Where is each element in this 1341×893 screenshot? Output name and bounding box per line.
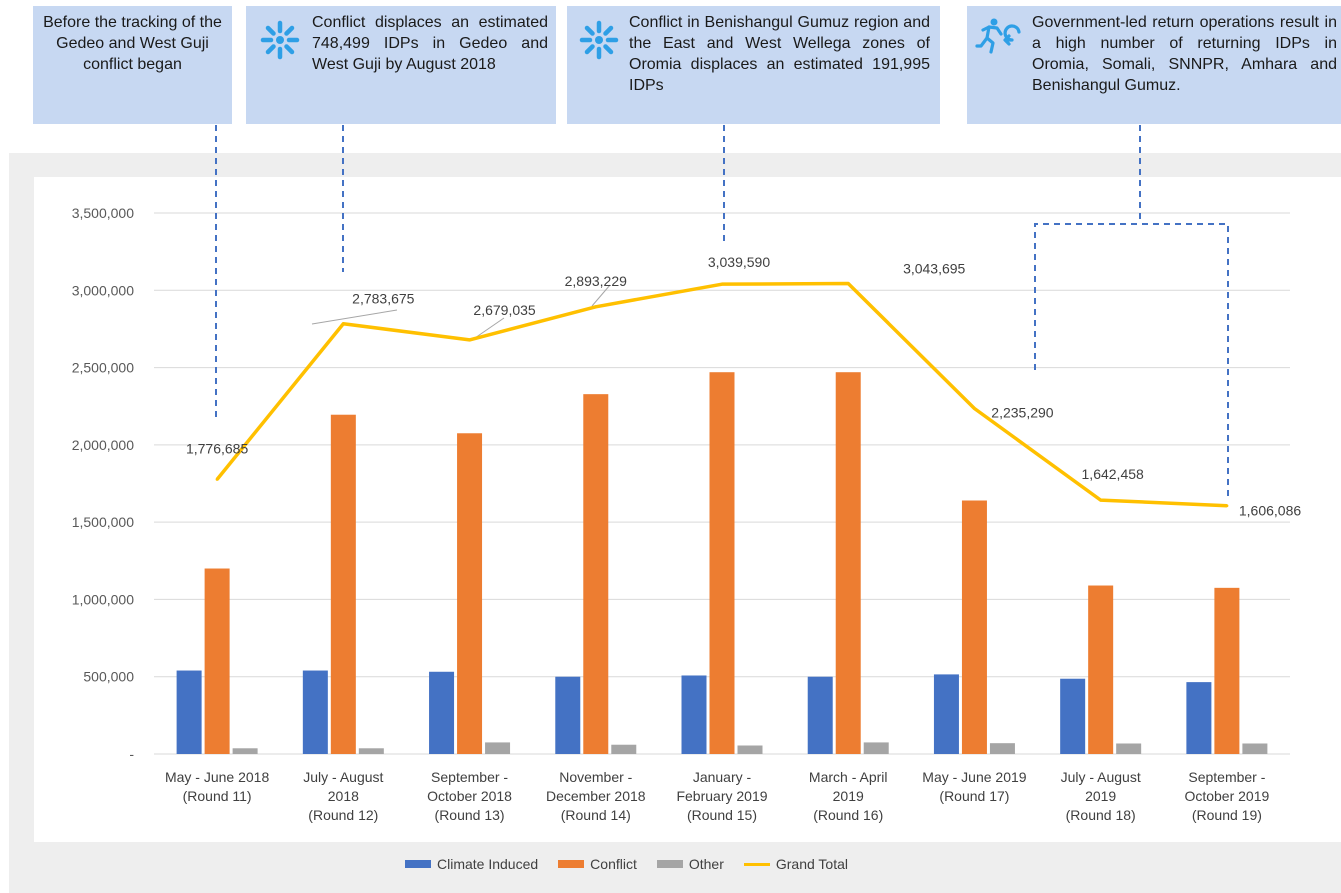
y-tick-label: 3,000,000: [72, 282, 134, 298]
x-tick-label: September -October 2018 (Round 13): [427, 769, 512, 823]
x-tick-label: July - August 2019 (Round 18): [1061, 769, 1141, 823]
legend-swatch: [743, 862, 770, 866]
data-label: 1,606,086: [1239, 503, 1301, 519]
bar-other: [863, 742, 889, 754]
data-label: 2,235,290: [991, 404, 1053, 420]
grand-total-line: [215, 281, 1229, 508]
bar-climate-induced: [555, 676, 581, 754]
bar-conflict: [709, 372, 735, 754]
y-tick-label: -: [129, 746, 134, 762]
data-label: 3,039,590: [708, 254, 770, 270]
grand-total-point: [846, 282, 850, 286]
x-tick-label: July - August 2018 (Round 12): [303, 769, 383, 823]
legend-swatch: [405, 860, 431, 868]
y-tick-label: 500,000: [83, 669, 134, 685]
bar-climate-induced: [176, 670, 202, 754]
bar-conflict: [1214, 587, 1240, 754]
legend-item-climate: Climate Induced: [405, 856, 538, 872]
callout-text: Government-led return operations result …: [1032, 14, 1337, 94]
grand-total-point: [972, 406, 976, 410]
leader-line: [591, 284, 611, 307]
data-label: 3,043,695: [903, 261, 965, 277]
legend-item-other: Other: [656, 856, 724, 872]
callout-connectors: [215, 125, 1229, 498]
bar-other: [989, 743, 1015, 754]
burst-icon: [579, 20, 619, 60]
callout-benishangul-gumuz: Conflict in Benishangul Gumuz region and…: [567, 6, 940, 124]
data-label: 1,776,685: [186, 440, 248, 456]
y-tick-label: 1,500,000: [72, 514, 134, 530]
bar-climate-induced: [681, 675, 707, 754]
callout-before-tracking: Before the tracking of the Gedeo and Wes…: [33, 6, 232, 124]
legend-label: Grand Total: [775, 856, 848, 872]
bar-other: [737, 745, 763, 754]
bar-other: [358, 748, 384, 754]
legend-label: Climate Induced: [437, 856, 539, 872]
bar-conflict: [583, 394, 609, 754]
bar-climate-induced: [302, 670, 328, 754]
y-tick-label: 3,500,000: [72, 205, 134, 221]
grand-total-point: [468, 338, 472, 342]
x-tick-label: January -February 2019 (Round 15): [676, 769, 767, 823]
data-label: 2,679,035: [473, 302, 535, 318]
bar-climate-induced: [807, 676, 833, 754]
connector-return-bracket: [1034, 223, 1229, 498]
legend-swatch: [558, 860, 585, 868]
y-tick-label: 1,000,000: [72, 591, 134, 607]
data-label: 1,642,458: [1082, 466, 1144, 482]
y-tick-labels: - 500,000 1,000,000 1,500,000 2,000,000 2,500…: [72, 205, 135, 762]
x-tick-label: November -December 2018 (Round 14): [546, 769, 646, 823]
bars: [176, 372, 1268, 754]
bar-other: [232, 748, 258, 754]
bar-other: [1116, 743, 1142, 754]
callout-text: Conflict displaces an estimated 748,499 …: [312, 14, 548, 73]
bar-climate-induced: [429, 671, 455, 754]
bar-conflict: [457, 433, 483, 754]
bar-climate-induced: [1186, 682, 1212, 754]
x-tick-labels: May - June 2018 (Round 11) July - August 20…: [165, 769, 1270, 823]
legend-item-conflict: Conflict: [558, 856, 637, 872]
callout-text: Before the tracking of the Gedeo and Wes…: [43, 14, 222, 73]
bar-climate-induced: [1060, 678, 1086, 754]
legend-swatch: [656, 860, 683, 868]
data-labels: 1,776,685 2,783,675 2,679,035 2,893,229 3,03…: [186, 254, 1301, 519]
bar-conflict: [961, 500, 987, 754]
y-tick-label: 2,500,000: [72, 360, 134, 376]
leader-line: [311, 309, 398, 325]
grand-total-point: [1225, 504, 1229, 508]
x-tick-label: May - June 2019 (Round 17): [922, 769, 1026, 804]
burst-icon: [260, 20, 300, 60]
x-tick-label: September -October 2019 (Round 19): [1184, 769, 1269, 823]
bar-conflict: [204, 568, 230, 754]
data-label: 2,783,675: [352, 291, 414, 307]
bar-other: [1242, 743, 1268, 754]
bar-climate-induced: [933, 674, 959, 754]
bar-conflict: [1088, 585, 1114, 754]
legend-item-grand-total: Grand Total: [743, 856, 848, 872]
legend-label: Other: [688, 856, 724, 872]
x-tick-label: May - June 2018 (Round 11): [165, 769, 269, 804]
bar-other: [611, 744, 637, 754]
grand-total-point: [594, 305, 598, 309]
callout-text: Conflict in Benishangul Gumuz region and…: [629, 14, 930, 94]
y-tick-label: 2,000,000: [72, 437, 134, 453]
legend-label: Conflict: [590, 856, 637, 872]
bar-conflict: [330, 414, 356, 754]
grand-total-point: [720, 282, 724, 286]
grand-total-point: [1099, 498, 1103, 502]
data-label: 2,893,229: [565, 273, 627, 289]
grand-total-point: [341, 322, 345, 326]
legend: Climate Induced Conflict Other Grand Tot…: [405, 855, 868, 873]
bar-other: [485, 742, 511, 754]
running-return-icon: [975, 18, 1021, 54]
callout-gedeo-west-guji: Conflict displaces an estimated 748,499 …: [246, 6, 556, 124]
x-tick-label: March - April 2019 (Round 16): [809, 769, 888, 823]
callout-return-operations: Government-led return operations result …: [967, 6, 1341, 124]
bar-conflict: [835, 372, 861, 754]
grand-total-point: [215, 477, 219, 481]
